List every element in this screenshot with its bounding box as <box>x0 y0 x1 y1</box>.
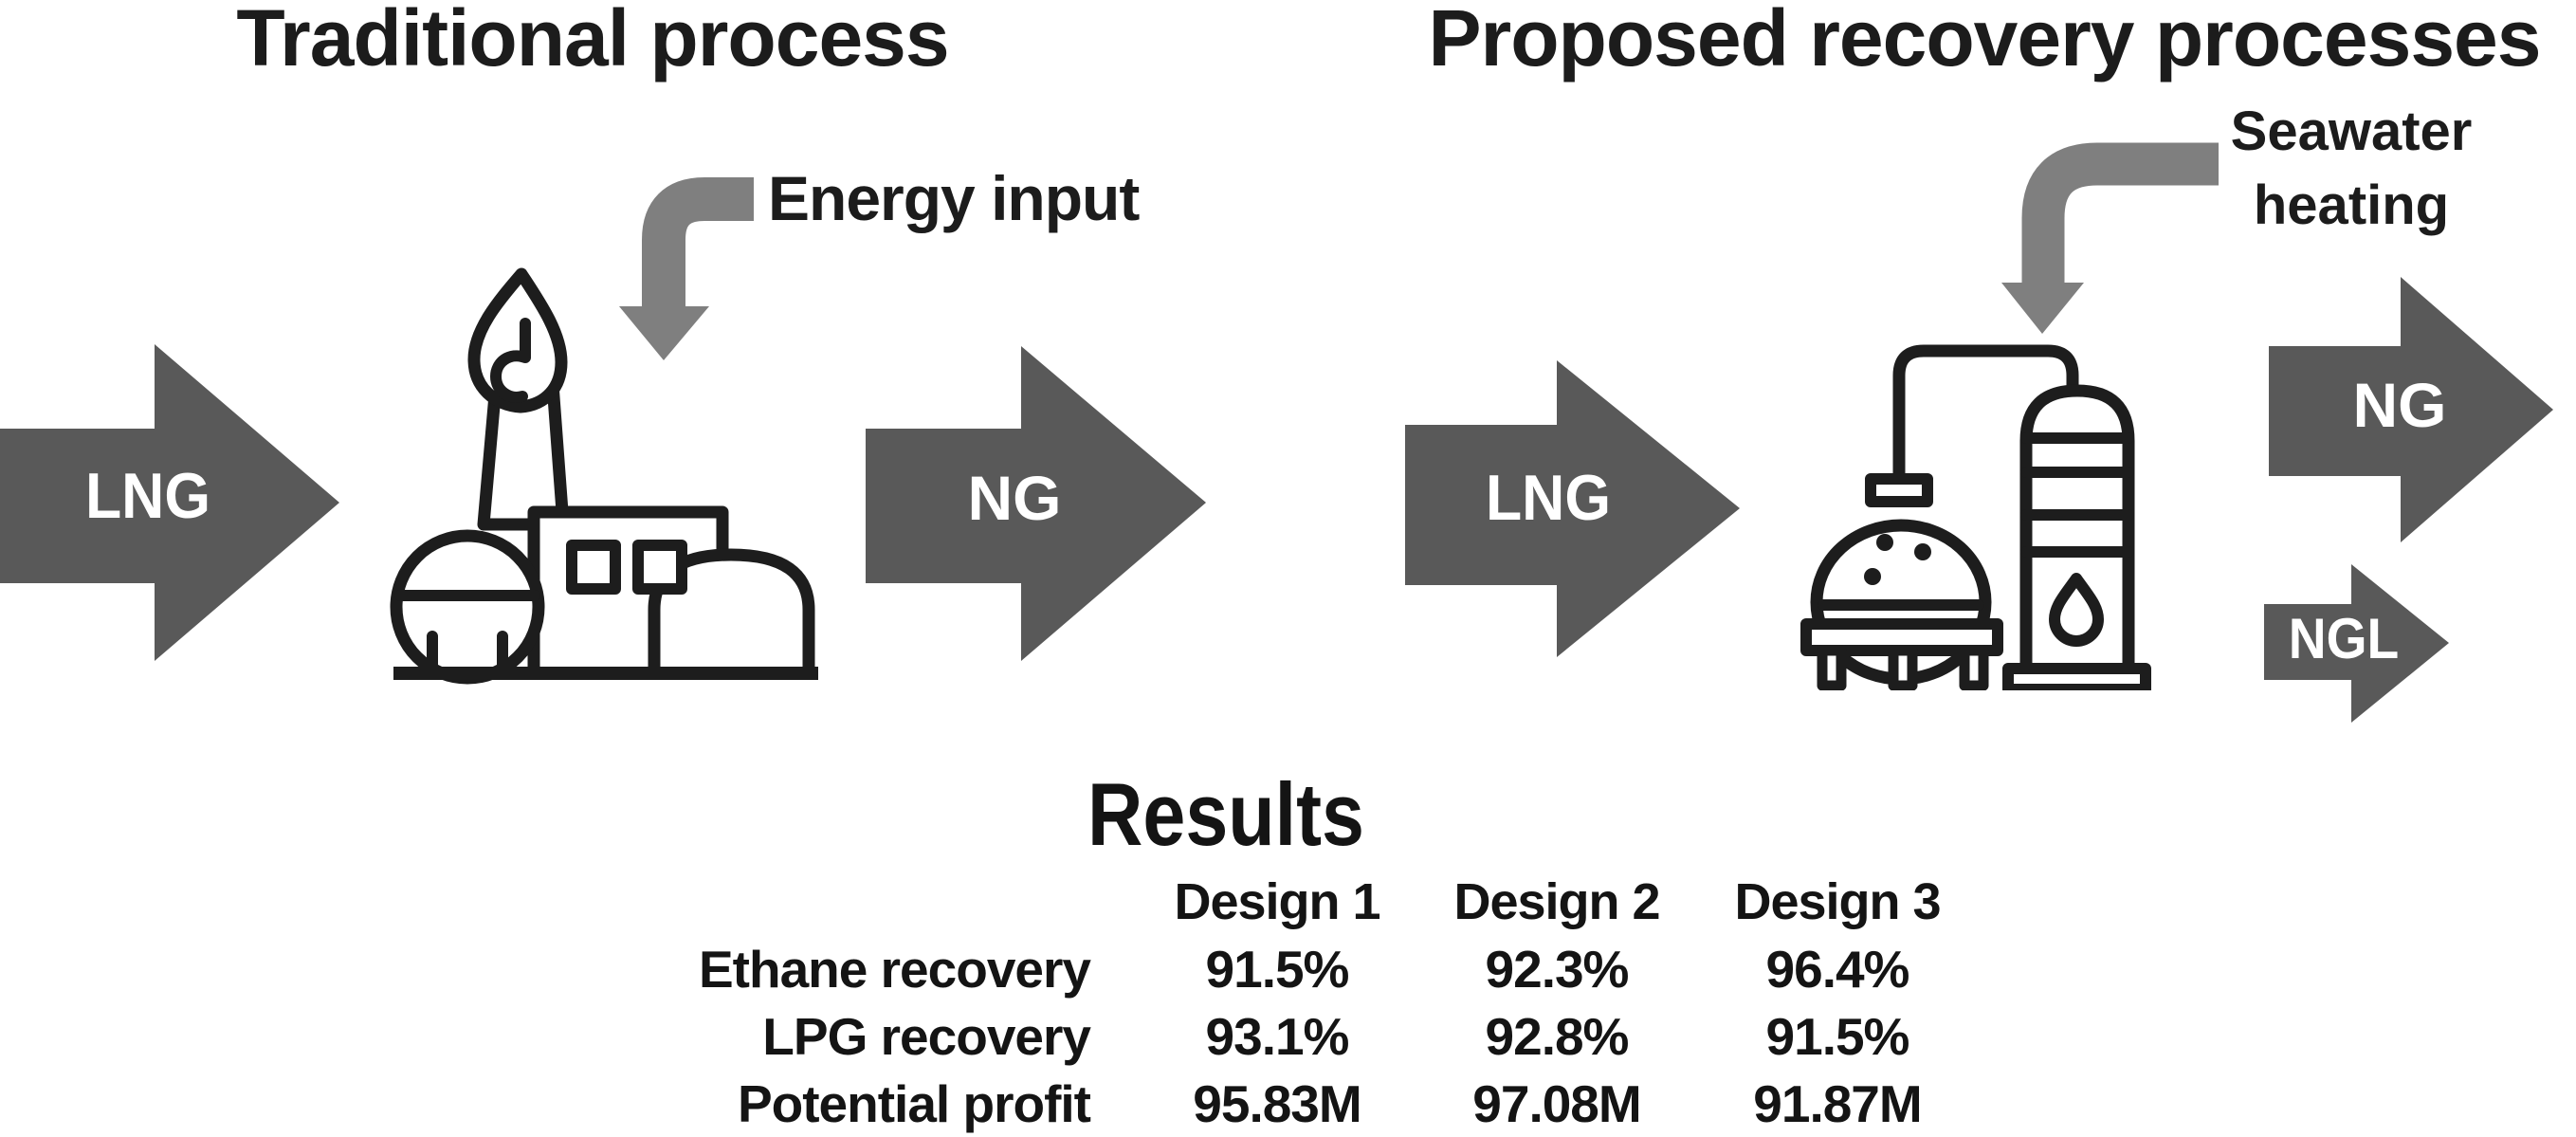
results-col-header: Design 1 <box>1174 873 1380 930</box>
results-value: 93.1% <box>1205 1007 1350 1066</box>
recovery-unit-icon <box>1800 344 2151 690</box>
column-shape <box>2019 384 2135 675</box>
proposed-process-title: Proposed recovery processes <box>1428 0 2542 83</box>
lng-input-arrow <box>0 344 339 661</box>
results-value: 92.3% <box>1485 940 1630 999</box>
ng-output-arrow-right-label: NG <box>2352 370 2447 440</box>
ng-output-arrow-label: NG <box>967 463 1062 533</box>
ng-output-arrow-right <box>2269 277 2553 542</box>
reactor-neck-shape <box>1865 473 1933 507</box>
results-value: 95.83M <box>1193 1074 1361 1133</box>
results-value: 91.87M <box>1753 1074 1922 1133</box>
results-col-header: Design 2 <box>1453 873 1660 930</box>
results-value: 91.5% <box>1205 940 1350 999</box>
pipe-shape <box>1892 344 2079 487</box>
ngl-output-arrow <box>2264 564 2449 723</box>
results-value: 92.8% <box>1485 1007 1630 1066</box>
sphere-tank-shape <box>390 529 545 685</box>
results-value: 91.5% <box>1765 1007 1910 1066</box>
results-title: Results <box>1087 764 1365 864</box>
seawater-heating-label: Seawater heating <box>2209 95 2494 243</box>
results-value: 97.08M <box>1472 1074 1641 1133</box>
factory-icon <box>390 267 818 685</box>
energy-input-elbow-arrow-icon <box>619 177 754 360</box>
lng-input-arrow-label: LNG <box>84 460 211 532</box>
results-row-label: Ethane recovery <box>699 940 1091 999</box>
traditional-process-title: Traditional process <box>236 0 949 83</box>
ngl-output-arrow-label: NGL <box>2288 607 2400 670</box>
results-value: 96.4% <box>1765 940 1910 999</box>
lng-input-arrow-right-label: LNG <box>1485 462 1612 534</box>
results-table: Design 1 Design 2 Design 3 Ethane recove… <box>664 876 1978 1137</box>
droplet-icon <box>2049 573 2104 647</box>
seawater-heating-line1: Seawater <box>2230 101 2473 162</box>
results-row-label: Potential profit <box>737 1074 1091 1133</box>
window-shape <box>566 540 621 595</box>
lng-input-arrow-right <box>1405 360 1740 657</box>
window-shape <box>632 540 687 595</box>
results-corner-cell <box>664 876 1138 944</box>
flame-icon <box>467 267 568 413</box>
column-base-shape <box>2002 663 2151 690</box>
results-col-header: Design 3 <box>1734 873 1941 930</box>
seawater-heating-line2: heating <box>2253 174 2450 236</box>
seawater-heating-elbow-arrow-icon <box>2001 142 2219 334</box>
ng-output-arrow <box>866 346 1206 661</box>
energy-input-label: Energy input <box>768 163 1140 233</box>
results-row-label: LPG recovery <box>762 1007 1091 1066</box>
